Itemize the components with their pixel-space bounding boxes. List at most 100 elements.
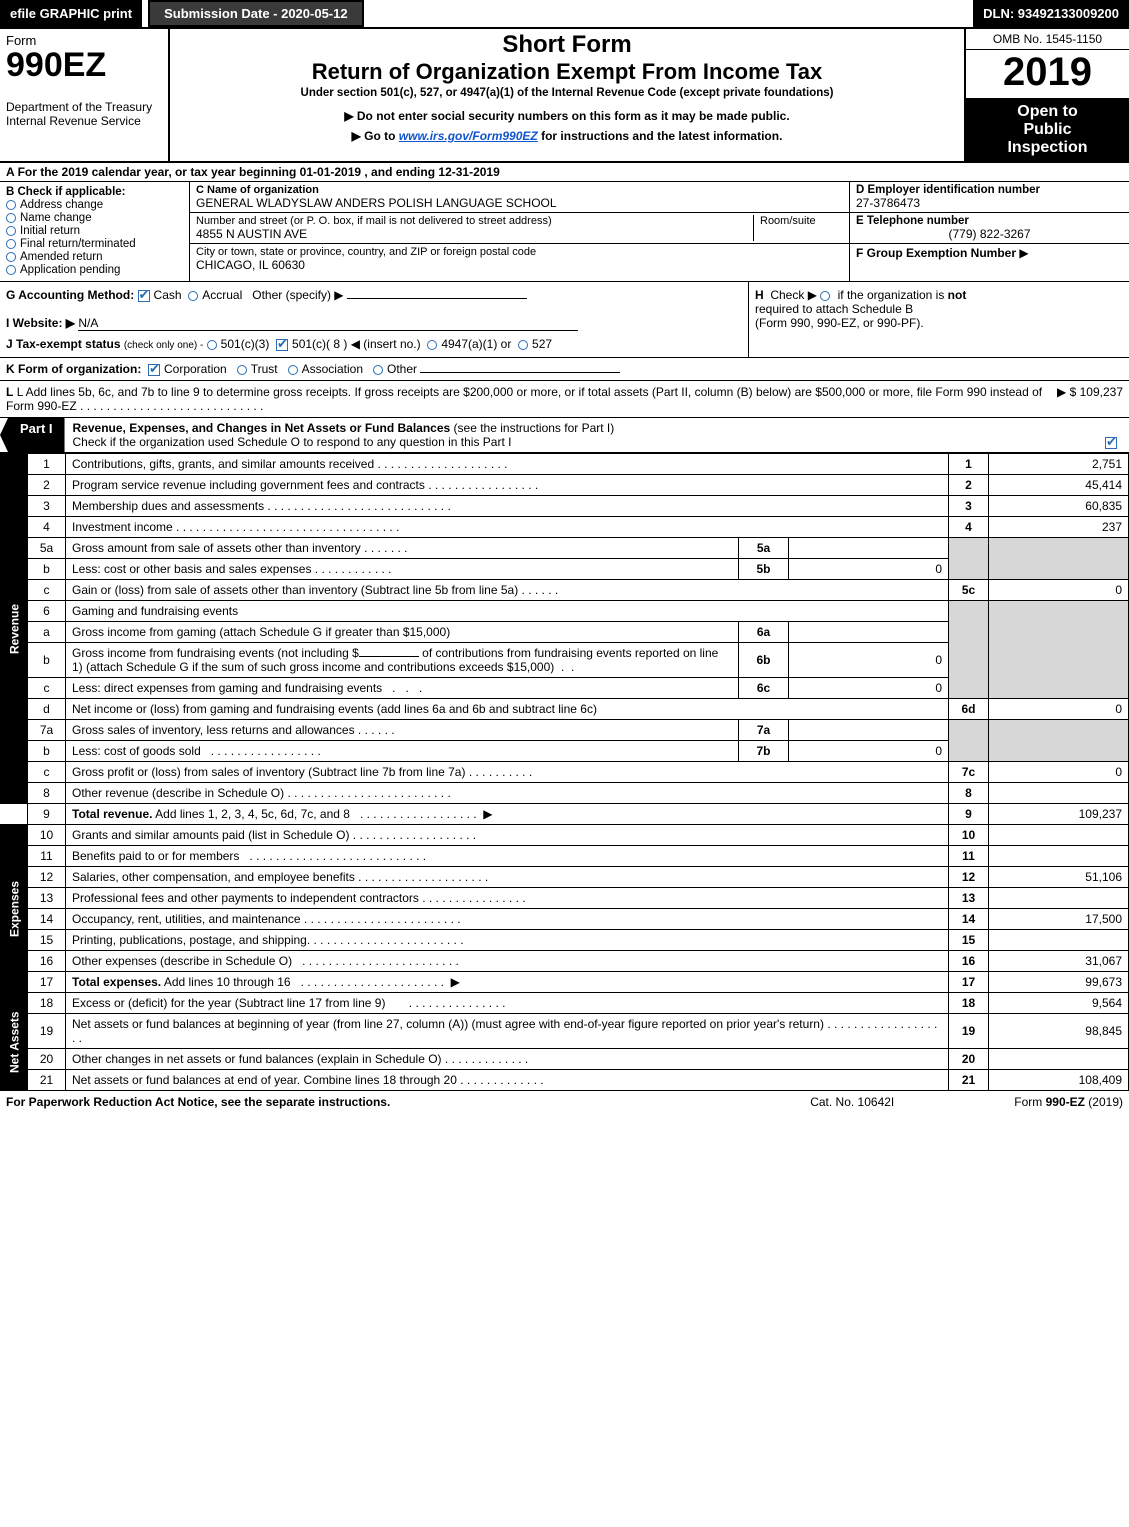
chk-initial-return[interactable]: Initial return	[6, 225, 183, 237]
chk-corp[interactable]	[148, 364, 160, 376]
efile-print-button[interactable]: efile GRAPHIC print	[0, 0, 142, 27]
gihjk-block: G Accounting Method: Cash Accrual Other …	[0, 282, 1129, 358]
shade	[949, 622, 989, 643]
right-column: OMB No. 1545-1150 2019 Open to Public In…	[964, 29, 1129, 161]
line-amt: 0	[989, 699, 1129, 720]
chk-label: Initial return	[20, 225, 80, 237]
line-text: Total expenses. Add lines 10 through 16 …	[66, 972, 949, 993]
6b-amount-blank[interactable]	[359, 656, 419, 657]
h-text1: Check ▶	[770, 288, 817, 302]
cash-label: Cash	[154, 288, 182, 302]
street-label: Number and street (or P. O. box, if mail…	[196, 215, 753, 227]
shade	[949, 741, 989, 762]
chk-501c[interactable]	[276, 339, 288, 351]
section-f: F Group Exemption Number ▶	[850, 244, 1129, 262]
part-i-title-main: Revenue, Expenses, and Changes in Net As…	[73, 421, 451, 435]
submission-date-badge: Submission Date - 2020-05-12	[148, 0, 364, 27]
line-num: 16	[28, 951, 66, 972]
goto-prefix: Go to	[364, 129, 399, 143]
section-j: J Tax-exempt status (check only one) - 5…	[6, 337, 742, 351]
circle-icon[interactable]	[518, 340, 528, 350]
g-label: G Accounting Method:	[6, 288, 134, 302]
blank	[1, 804, 28, 825]
street-value: 4855 N AUSTIN AVE	[196, 227, 753, 241]
line-box: 15	[949, 930, 989, 951]
line-amt: 108,409	[989, 1070, 1129, 1091]
netassets-sidelabel: Net Assets	[1, 993, 28, 1091]
goto-suffix: for instructions and the latest informat…	[541, 129, 782, 143]
other-specify-input[interactable]	[347, 298, 527, 299]
j-hint: (check only one) -	[124, 340, 203, 351]
line-num: 7a	[28, 720, 66, 741]
line-box: 21	[949, 1070, 989, 1091]
chk-name-change[interactable]: Name change	[6, 212, 183, 224]
line-a-text: For the 2019 calendar year, or tax year …	[18, 165, 500, 179]
under-section-text: Under section 501(c), 527, or 4947(a)(1)…	[178, 87, 956, 99]
goto-line: Go to www.irs.gov/Form990EZ for instruct…	[178, 129, 956, 143]
chk-label: Application pending	[20, 264, 120, 276]
circle-icon[interactable]	[188, 291, 198, 301]
irs-label: Internal Revenue Service	[6, 114, 162, 128]
line-text: Professional fees and other payments to …	[66, 888, 949, 909]
line-amt: 45,414	[989, 475, 1129, 496]
circle-icon[interactable]	[288, 365, 298, 375]
shade	[949, 559, 989, 580]
chk-amended-return[interactable]: Amended return	[6, 251, 183, 263]
lines-table: Revenue 1 Contributions, gifts, grants, …	[0, 453, 1129, 1091]
line-text: Printing, publications, postage, and shi…	[66, 930, 949, 951]
circle-icon[interactable]	[427, 340, 437, 350]
line-amt: 99,673	[989, 972, 1129, 993]
h-text2: if the organization is	[838, 288, 948, 302]
l-amount: ▶ $ 109,237	[1057, 385, 1123, 413]
form-number: 990EZ	[6, 48, 162, 82]
chk-schedule-o[interactable]	[1105, 437, 1117, 449]
website-value: N/A	[78, 316, 578, 331]
line-text: Gross income from gaming (attach Schedul…	[66, 622, 739, 643]
line-amt	[989, 888, 1129, 909]
return-title: Return of Organization Exempt From Incom…	[178, 59, 956, 85]
circle-icon	[6, 213, 16, 223]
line-box: 6d	[949, 699, 989, 720]
line-amt: 109,237	[989, 804, 1129, 825]
part-i-badge: Part I	[0, 418, 65, 452]
line-box: 3	[949, 496, 989, 517]
line-num: c	[28, 678, 66, 699]
f3c: (2019)	[1085, 1095, 1123, 1109]
b-header: B Check if applicable:	[6, 186, 183, 198]
sub-amt: 0	[789, 741, 949, 762]
form-header: Form 990EZ Department of the Treasury In…	[0, 29, 1129, 163]
irs-link[interactable]: www.irs.gov/Form990EZ	[399, 129, 538, 143]
line-amt: 0	[989, 580, 1129, 601]
line-box: 5c	[949, 580, 989, 601]
department-label: Department of the Treasury	[6, 100, 162, 114]
line-text: Membership dues and assessments . . . . …	[66, 496, 949, 517]
form-id-column: Form 990EZ Department of the Treasury In…	[0, 29, 170, 161]
line-text: Program service revenue including govern…	[66, 475, 949, 496]
omb-number: OMB No. 1545-1150	[966, 29, 1129, 50]
line-text: Occupancy, rent, utilities, and maintena…	[66, 909, 949, 930]
city-label: City or town, state or province, country…	[196, 246, 843, 258]
shade	[989, 720, 1129, 741]
line-text: Other expenses (describe in Schedule O) …	[66, 951, 949, 972]
city-cell: City or town, state or province, country…	[190, 244, 849, 274]
c-label: C Name of organization	[196, 184, 843, 196]
line-num: 19	[28, 1014, 66, 1049]
chk-application-pending[interactable]: Application pending	[6, 264, 183, 276]
ein-value: 27-3786473	[856, 196, 1123, 210]
chk-address-change[interactable]: Address change	[6, 199, 183, 211]
sub-box: 6a	[739, 622, 789, 643]
line-box: 4	[949, 517, 989, 538]
j-501c3: 501(c)(3)	[221, 337, 270, 351]
circle-icon[interactable]	[237, 365, 247, 375]
circle-icon[interactable]	[820, 291, 830, 301]
chk-final-return[interactable]: Final return/terminated	[6, 238, 183, 250]
circle-icon[interactable]	[207, 340, 217, 350]
circle-icon[interactable]	[373, 365, 383, 375]
k-other-input[interactable]	[420, 372, 620, 373]
line-text: Investment income . . . . . . . . . . . …	[66, 517, 949, 538]
line-num: b	[28, 643, 66, 678]
section-e: E Telephone number (779) 822-3267	[850, 213, 1129, 244]
ssn-warning: Do not enter social security numbers on …	[178, 109, 956, 123]
chk-cash[interactable]	[138, 290, 150, 302]
phone-value: (779) 822-3267	[856, 227, 1123, 241]
